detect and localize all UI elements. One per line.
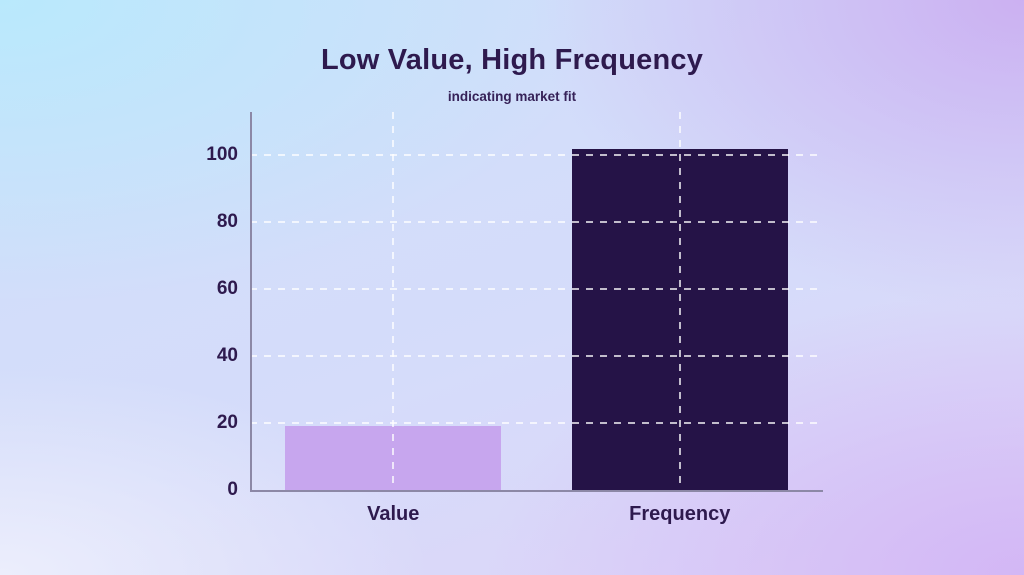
h-gridline-20 [250, 422, 823, 425]
h-gridline-80 [250, 221, 823, 224]
x-category-label-value: Value [367, 503, 420, 525]
y-tick-label-100: 100 [206, 144, 238, 166]
chart-title: Low Value, High Frequency [320, 44, 704, 76]
y-tick-label-20: 20 [216, 412, 238, 434]
y-tick-label-60: 60 [216, 278, 238, 300]
chart-header: Low Value, High Frequency indicating mar… [0, 44, 1024, 104]
x-axis-line [250, 490, 823, 492]
y-tick-label-80: 80 [216, 211, 238, 233]
v-gridline-frequency [678, 112, 681, 490]
x-category-label-frequency: Frequency [629, 503, 731, 525]
y-tick-label-0: 0 [227, 479, 238, 500]
v-gridline-value [392, 112, 395, 490]
h-gridline-100 [250, 154, 823, 157]
y-axis-line [250, 112, 252, 492]
chart-subtitle: indicating market fit [447, 89, 577, 104]
h-gridline-40 [250, 355, 823, 358]
y-tick-label-40: 40 [216, 345, 238, 367]
h-gridline-60 [250, 288, 823, 291]
